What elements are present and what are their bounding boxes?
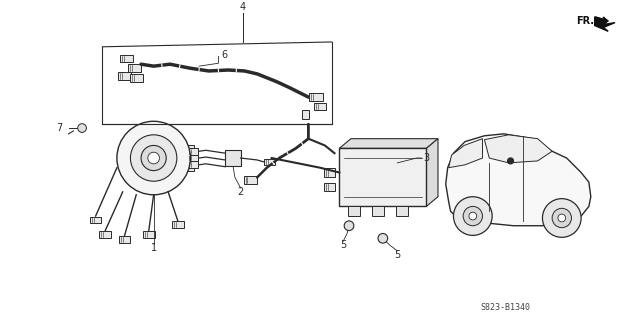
Bar [187,161,198,168]
Text: 2: 2 [237,187,244,197]
Text: FR.: FR. [576,16,595,26]
Bar [184,145,194,152]
Bar [120,55,133,62]
Bar [536,150,545,156]
Circle shape [552,208,572,228]
Bar [264,159,275,165]
Circle shape [378,234,388,243]
Polygon shape [449,139,483,168]
Bar [119,236,131,243]
Circle shape [117,121,190,195]
Bar [184,164,194,171]
Polygon shape [426,139,438,206]
Bar [396,206,408,216]
Bar [314,103,326,110]
Circle shape [77,124,86,132]
Text: 6: 6 [221,49,227,60]
Bar [130,74,143,82]
Bar [99,231,111,238]
Bar [372,206,384,216]
Bar [118,72,131,80]
Circle shape [463,206,483,226]
Circle shape [508,158,513,164]
Bar [225,150,241,166]
Bar [301,110,309,119]
Bar [128,64,141,72]
Bar [90,217,101,223]
Bar [324,168,335,177]
Bar [339,148,426,206]
Bar [309,93,323,101]
Bar [187,155,198,161]
Bar [143,231,155,238]
Bar [244,176,257,184]
Polygon shape [595,17,615,31]
Circle shape [469,212,477,220]
Circle shape [558,214,566,222]
Polygon shape [339,139,438,148]
Polygon shape [484,135,552,163]
Bar [172,221,184,228]
Bar [187,148,198,155]
Circle shape [344,221,354,231]
Text: 5: 5 [394,250,401,260]
Circle shape [141,145,166,171]
Circle shape [131,135,177,181]
Text: 4: 4 [239,2,246,12]
Bar [348,206,360,216]
Text: S823-B1340: S823-B1340 [481,303,531,312]
Bar [324,183,335,191]
Circle shape [454,197,492,235]
Circle shape [148,152,159,164]
Text: 5: 5 [340,240,346,250]
Text: 3: 3 [423,153,429,163]
Circle shape [543,199,581,237]
Polygon shape [445,134,591,226]
Text: 1: 1 [150,243,157,253]
Text: 7: 7 [56,123,62,133]
